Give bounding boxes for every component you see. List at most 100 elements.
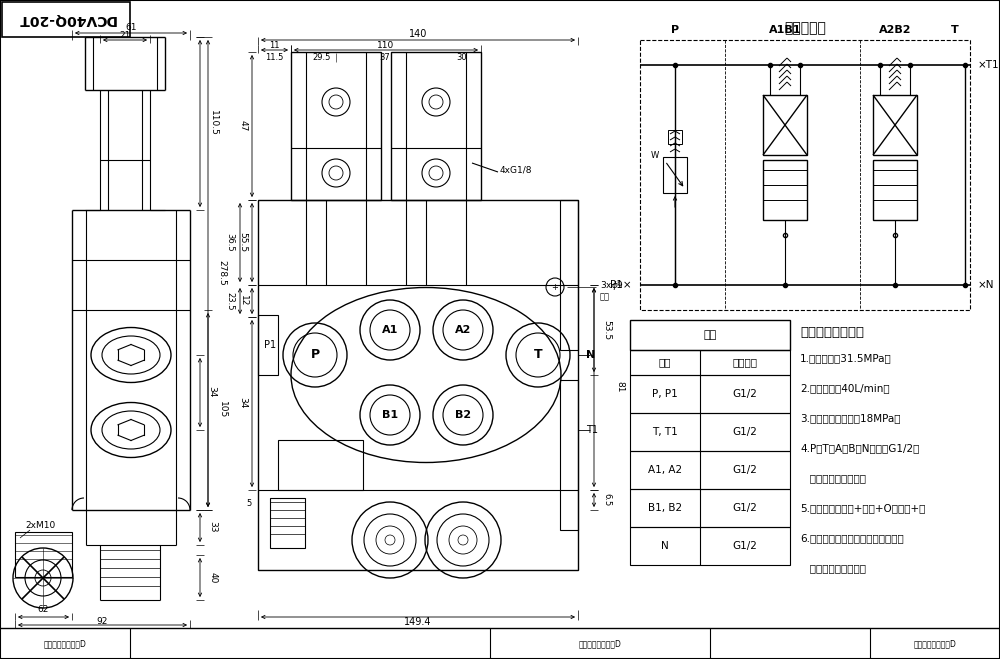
Text: +: + [552,283,558,291]
Text: 6.阀体表面雾化处理，安全阀及螺船: 6.阀体表面雾化处理，安全阀及螺船 [800,533,904,543]
Bar [763,95,807,155]
Text: A1B1: A1B1 [769,25,801,35]
Text: 3x$\phi$9: 3x$\phi$9 [600,279,624,291]
Text: 11.5: 11.5 [265,53,283,61]
Text: 通孔: 通孔 [600,293,610,302]
Text: 3.安全阀调定压力：18MPa；: 3.安全阀调定压力：18MPa； [800,413,900,423]
Text: B2: B2 [455,410,471,420]
Text: 阀体: 阀体 [703,330,717,340]
Text: 11: 11 [269,40,279,49]
Text: T, T1: T, T1 [652,427,678,437]
Text: 53.5: 53.5 [602,320,612,340]
Text: 液压原理图: 液压原理图 [784,21,826,35]
Bar [668,130,682,144]
Text: 2xM10: 2xM10 [25,521,55,529]
Text: 34: 34 [239,397,248,409]
Text: B1: B1 [382,410,398,420]
Bar [873,95,917,155]
Text: 47: 47 [239,121,248,132]
Text: 12: 12 [239,295,248,306]
Text: ×N: ×N [978,280,994,290]
Text: A1, A2: A1, A2 [648,465,682,475]
Text: P1: P1 [264,340,276,350]
Text: P: P [671,25,679,35]
Bar [630,320,790,350]
Text: 34: 34 [208,386,216,397]
Bar [560,380,578,530]
Bar [258,315,278,375]
Text: 5.控制方式：气控+手动+O型阀芯+弹: 5.控制方式：气控+手动+O型阀芯+弹 [800,503,925,513]
Bar [640,40,970,310]
Bar [258,200,578,570]
Text: N: N [586,350,595,360]
Text: 接口: 接口 [659,357,671,367]
Text: DCV40Q-20T: DCV40Q-20T [17,12,115,26]
Bar [873,160,917,220]
Bar [663,157,687,193]
Text: 来图绘制尺寸注法D: 来图绘制尺寸注法D [579,639,621,648]
Text: 5: 5 [246,498,252,507]
Text: 55.5: 55.5 [239,232,248,252]
Text: A1: A1 [382,325,398,335]
Bar [630,527,790,565]
Bar [630,413,790,451]
Text: 23.5: 23.5 [226,292,234,310]
Text: 278.5: 278.5 [218,260,226,286]
Text: 来图绘制尺寸注法D: 来图绘制尺寸注法D [44,639,86,648]
Bar [278,440,363,490]
Text: 支架增盖为铁本色。: 支架增盖为铁本色。 [800,563,866,573]
Text: 30: 30 [457,53,467,61]
Bar [630,375,790,413]
Text: 140: 140 [409,29,427,39]
Text: 110: 110 [377,40,395,49]
Bar [291,52,381,200]
Bar [15,532,72,577]
Text: W: W [651,150,659,159]
Text: 105: 105 [218,401,226,418]
Text: G1/2: G1/2 [733,503,757,513]
Text: P: P [310,349,320,362]
Text: N: N [661,541,669,551]
Text: P, P1: P, P1 [652,389,678,399]
Text: 技术要求和参数：: 技术要求和参数： [800,326,864,339]
Text: 110.5: 110.5 [208,110,218,136]
Text: 149.4: 149.4 [404,617,432,627]
Text: 36.5: 36.5 [226,233,234,251]
Text: T1: T1 [586,425,598,435]
Text: 40: 40 [208,572,218,584]
Text: T: T [534,349,542,362]
Text: 1.额定压力：31.5MPa；: 1.额定压力：31.5MPa； [800,353,892,363]
Text: 81: 81 [616,382,624,393]
Text: 61: 61 [125,24,137,32]
Text: G1/2: G1/2 [733,465,757,475]
Text: 6.5: 6.5 [602,494,612,507]
Bar [2,2,130,37]
Text: 来图绘制尺寸注法D: 来图绘制尺寸注法D [914,639,956,648]
Text: T: T [951,25,959,35]
Text: 螺纹规格: 螺纹规格 [732,357,758,367]
Bar [630,489,790,527]
Text: 62: 62 [37,606,49,614]
Text: P1×: P1× [610,280,632,290]
Text: G1/2: G1/2 [733,427,757,437]
Text: 2.额定流量：40L/min，: 2.额定流量：40L/min， [800,383,890,393]
Bar [630,451,790,489]
Text: 37: 37 [380,53,390,61]
Text: B1, B2: B1, B2 [648,503,682,513]
Text: 4xG1/8: 4xG1/8 [500,165,532,175]
Bar [270,498,305,548]
Text: A2B2: A2B2 [879,25,911,35]
Text: ×T1: ×T1 [978,60,1000,70]
Text: 油口均为平面密封；: 油口均为平面密封； [800,473,866,483]
Bar [560,200,578,350]
Text: 92: 92 [96,617,108,627]
Text: 33: 33 [208,521,218,532]
Text: 29.5: 29.5 [313,53,331,61]
Bar [391,52,481,200]
Text: G1/2: G1/2 [733,541,757,551]
Text: A2: A2 [455,325,471,335]
Text: 21: 21 [119,32,131,40]
Bar [763,160,807,220]
Text: 4.P、T、A、B、N口均为G1/2，: 4.P、T、A、B、N口均为G1/2， [800,443,919,453]
Text: G1/2: G1/2 [733,389,757,399]
